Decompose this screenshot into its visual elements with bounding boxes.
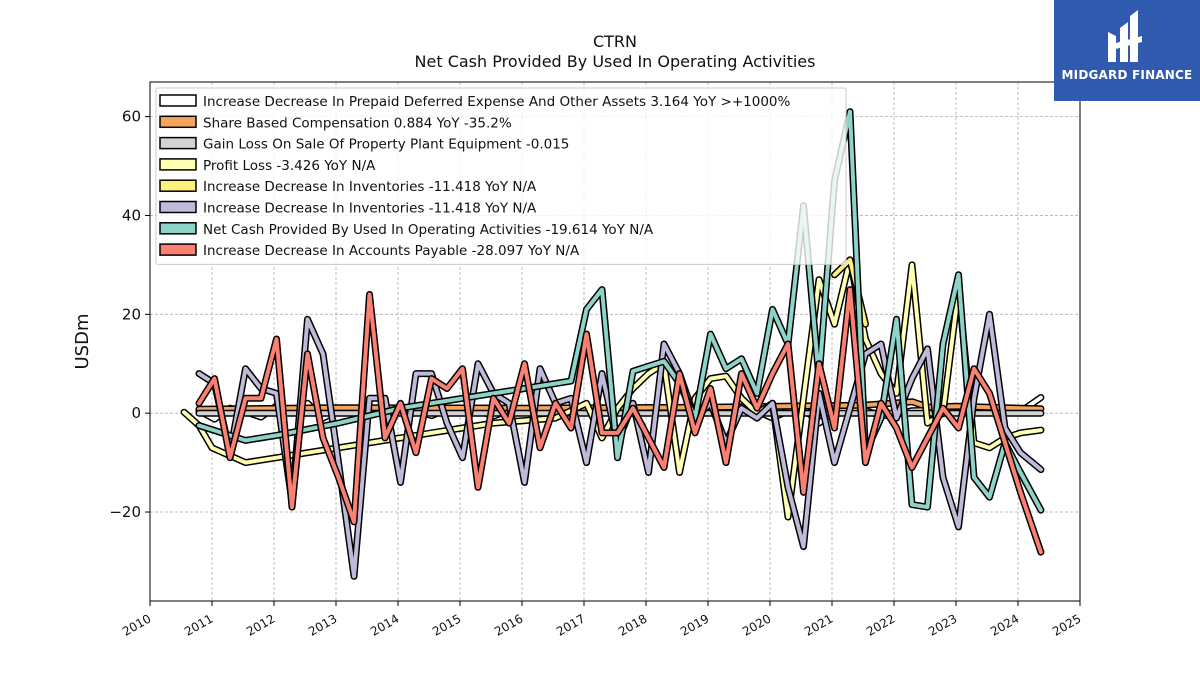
legend-label: Increase Decrease In Accounts Payable -2… [203,243,580,259]
chart-subtitle: Net Cash Provided By Used In Operating A… [414,52,816,71]
legend-item: Increase Decrease In Prepaid Deferred Ex… [159,94,790,110]
x-tick-label: 2012 [244,611,277,638]
series-line [197,287,1043,555]
legend-item: Increase Decrease In Inventories -11.418… [159,200,537,217]
y-tick-label: 60 [122,108,141,126]
legend-label: Increase Decrease In Inventories -11.418… [203,201,537,217]
legend-label: Increase Decrease In Inventories -11.418… [203,179,537,195]
x-tick-label: 2020 [740,611,773,638]
legend-label: Increase Decrease In Prepaid Deferred Ex… [203,94,790,110]
x-tick-label: 2023 [926,611,959,638]
legend-swatch [159,94,197,107]
legend-item: Share Based Compensation 0.884 YoY -35.2… [159,115,512,131]
legend-box [155,87,847,265]
x-tick-label: 2018 [616,611,649,638]
legend-label: Net Cash Provided By Used In Operating A… [203,222,654,238]
x-tick-label: 2025 [1050,611,1083,638]
brand-name: MIDGARD FINANCE [1061,68,1193,82]
legend-item: Increase Decrease In Accounts Payable -2… [159,243,580,259]
y-axis-label: USDm [72,314,93,370]
y-tick-label: 20 [122,305,141,323]
series-7 [195,286,1045,556]
x-tick-label: 2019 [678,611,711,638]
brand-logo: MIDGARD FINANCE [1054,0,1200,101]
series-lines [180,108,1045,580]
x-tick-label: 2017 [554,611,587,638]
legend-item: Gain Loss On Sale Of Property Plant Equi… [159,136,569,153]
legend-swatch [159,136,197,150]
legend-label: Share Based Compensation 0.884 YoY -35.2… [203,115,512,131]
legend-label: Profit Loss -3.426 YoY N/A [203,158,376,174]
x-tick-label: 2015 [430,611,463,638]
x-tick-label: 2010 [120,611,153,638]
legend-swatch [159,158,197,171]
x-tick-label: 2016 [492,611,525,638]
plot-frame [149,81,1081,602]
x-tick-label: 2024 [988,611,1021,638]
y-tick-label: −20 [109,503,141,521]
x-tick-label: 2021 [802,611,835,638]
legend-swatch [159,179,197,192]
legend-label: Gain Loss On Sale Of Property Plant Equi… [203,137,569,153]
legend-swatch [159,115,197,129]
x-tick-label: 2014 [368,611,401,638]
legend: Increase Decrease In Prepaid Deferred Ex… [155,87,847,265]
legend-item: Profit Loss -3.426 YoY N/A [159,158,376,174]
legend-swatch [159,200,197,214]
y-tick-label: 0 [131,404,141,422]
x-tick-label: 2013 [306,611,339,638]
legend-swatch [159,243,197,256]
legend-swatch [159,222,197,235]
x-tick-label: 2022 [864,611,897,638]
chart-title: CTRN [592,32,638,51]
y-tick-label: 40 [122,206,141,224]
brand-mark-icon [1108,10,1142,62]
x-tick-label: 2011 [182,611,215,638]
legend-item: Increase Decrease In Inventories -11.418… [159,179,537,195]
axes: 2010 2011 2012 2013 2014 2015 2016 2017 2018 2019… [72,81,1084,639]
legend-item: Net Cash Provided By Used In Operating A… [159,222,654,238]
